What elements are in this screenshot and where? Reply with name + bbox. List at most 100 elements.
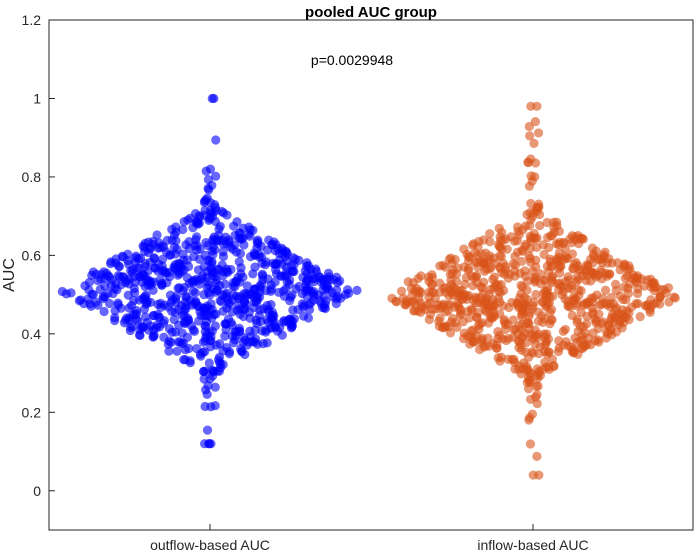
inflow-data-point [525,377,536,388]
outflow-data-point [214,224,224,234]
outflow-data-point [161,247,172,257]
inflow-data-point [520,221,531,231]
outflow-data-point [236,263,246,273]
inflow-data-point [522,276,533,286]
inflow-data-point [480,266,490,276]
inflow-data-point [554,285,564,295]
outflow-data-point [174,269,184,279]
outflow-data-point [205,342,216,352]
outflow-data-point [194,218,204,228]
outflow-data-point [200,401,210,412]
outflow-data-point [139,304,149,314]
outflow-data-point [96,269,106,280]
outflow-data-point [319,280,329,291]
outflow-data-point [177,328,187,338]
outflow-data-point [220,331,230,341]
inflow-data-point [573,349,583,360]
outflow-data-point [159,332,169,342]
outflow-data-point [194,316,204,326]
outflow-data-point [170,260,180,270]
inflow-data-point [568,263,578,273]
outflow-data-point [210,321,220,331]
inflow-data-point [547,278,557,288]
inflow-data-point [485,229,495,239]
y-tick-label: 0.8 [22,169,42,185]
outflow-data-point [134,254,144,264]
outflow-data-point [254,310,264,321]
outflow-data-point [87,289,97,299]
outflow-data-point [352,285,362,295]
inflow-data-point [477,335,487,345]
inflow-data-point [467,305,477,315]
inflow-data-point [530,158,541,168]
inflow-data-point [427,279,438,290]
inflow-data-point [532,451,542,461]
outflow-data-point [119,272,129,282]
outflow-data-point [302,284,312,294]
inflow-data-point [523,352,534,362]
outflow-data-point [136,322,147,332]
outflow-data-point [245,331,256,342]
outflow-data-point [257,269,268,279]
inflow-data-point [597,299,607,309]
inflow-data-point [574,291,584,301]
outflow-data-point [199,374,209,384]
inflow-data-point [514,320,524,331]
outflow-data-point [172,244,182,254]
inflow-data-point [535,221,545,231]
inflow-data-point [439,299,449,309]
inflow-data-point [555,278,565,288]
outflow-data-point [207,246,217,256]
inflow-data-point [556,261,566,272]
inflow-data-point [450,317,461,328]
y-tick-label: 1.2 [22,12,42,28]
inflow-data-point [529,334,539,344]
outflow-data-point [201,238,211,248]
inflow-data-point [488,274,498,285]
inflow-data-point [445,284,456,295]
inflow-data-point [512,247,523,257]
inflow-data-point [669,292,679,302]
outflow-data-point [134,330,145,340]
inflow-data-point [465,331,475,341]
outflow-data-point [252,318,262,328]
p-value-annotation: p=0.0029948 [311,52,393,68]
outflow-data-point [200,205,210,215]
inflow-data-point [477,318,487,328]
outflow-data-point [143,247,154,258]
outflow-data-point [235,309,245,319]
inflow-data-point [622,306,632,316]
outflow-data-point [154,322,165,332]
outflow-data-point [135,271,145,281]
outflow-data-point [206,439,216,449]
inflow-data-point [525,131,535,141]
outflow-data-point [66,288,76,298]
inflow-data-point [528,208,539,218]
outflow-data-point [196,351,206,361]
outflow-data-point [180,297,191,307]
outflow-data-point [277,330,287,340]
inflow-data-point [525,308,535,318]
outflow-data-point [181,240,191,250]
inflow-data-point [615,291,625,301]
inflow-data-point [513,302,523,312]
chart-title: pooled AUC group [305,4,437,21]
outflow-data-point [76,295,86,305]
outflow-data-point [237,347,247,357]
inflow-data-point [497,244,507,254]
outflow-data-point [271,269,282,279]
outflow-data-point [261,257,271,267]
outflow-data-point [282,249,292,259]
outflow-data-point [201,166,211,176]
outflow-data-point [207,180,217,191]
outflow-data-point [129,296,139,306]
x-tick-label: inflow-based AUC [477,537,588,552]
inflow-data-point [533,381,543,391]
outflow-data-point [95,284,105,295]
inflow-data-point [623,283,633,293]
inflow-data-point [503,333,514,344]
inflow-data-point [661,288,671,298]
outflow-data-point [222,343,232,353]
outflow-data-point [287,290,297,300]
inflow-data-point [572,272,582,282]
